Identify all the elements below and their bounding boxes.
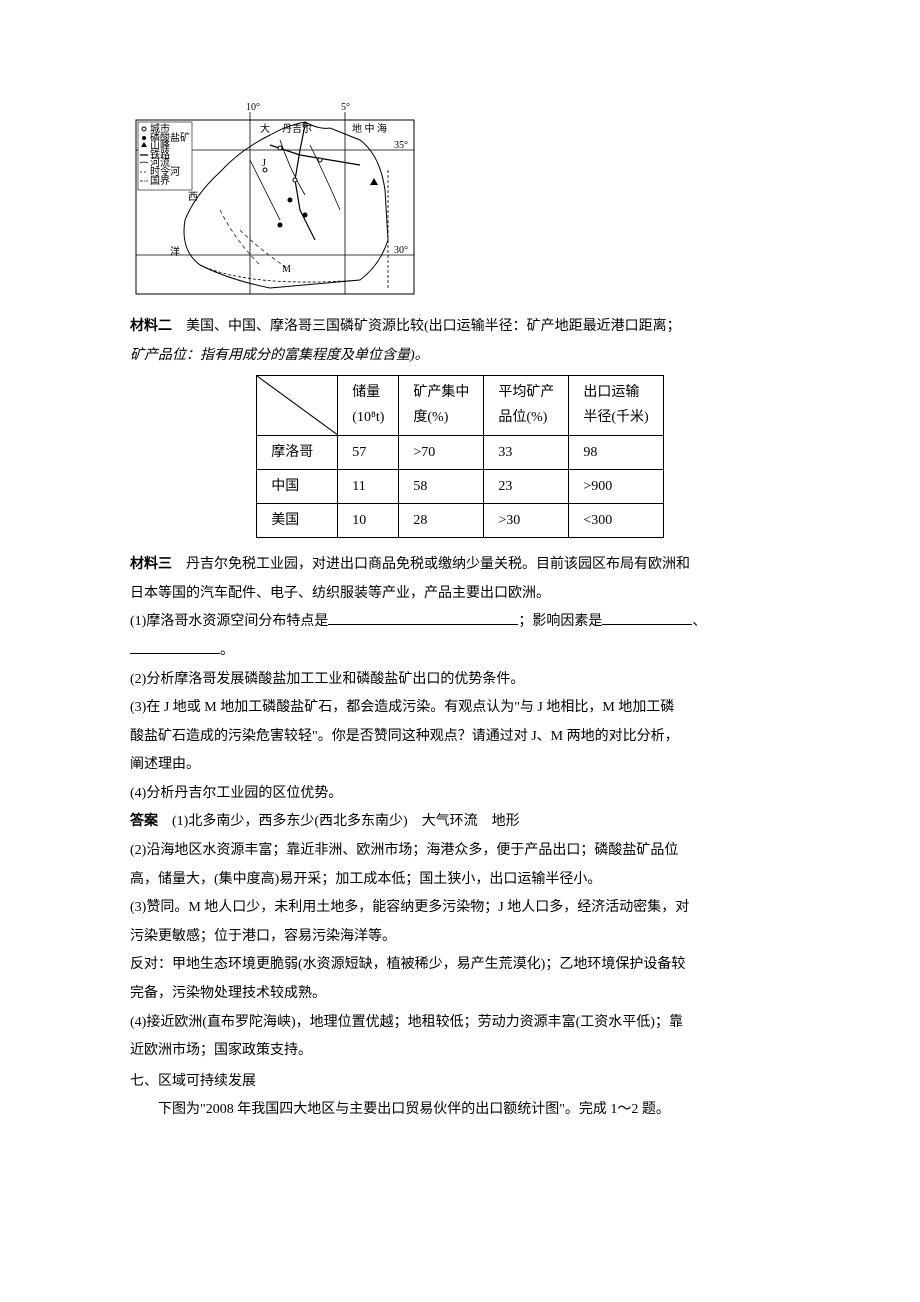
answer-label: 答案 [130,814,158,829]
material2-line1: 材料二 美国、中国、摩洛哥三国磷矿资源比较(出口运输半径：矿产地距最近港口距离； [130,314,790,341]
th-radius: 出口运输半径(千米) [569,376,663,435]
q3-l2: 酸盐矿石造成的污染危害较轻"。你是否赞同这种观点？请通过对 J、M 两地的对比分… [130,724,790,751]
material2-text1: 美国、中国、摩洛哥三国磷矿资源比较(出口运输半径：矿产地距最近港口距离； [186,319,681,334]
phosphate-table: 储量(10⁸t) 矿产集中度(%) 平均矿产品位(%) 出口运输半径(千米) 摩… [256,375,663,538]
table-row: 中国115823>900 [257,469,663,503]
answer-4-l2: 近欧洲市场；国家政策支持。 [130,1038,790,1065]
ocean-mid: 西 [188,192,198,203]
th-grade: 平均矿产品位(%) [484,376,569,435]
section7-intro: 下图为"2008 年我国四大地区与主要出口贸易伙伴的出口额统计图"。完成 1～2… [130,1097,790,1124]
table-row: 美国1028>30<300 [257,503,663,537]
material3-line1: 材料三 丹吉尔免税工业园，对进出口商品免税或缴纳少量关税。目前该园区布局有欧洲和 [130,552,790,579]
morocco-map: 10° 5° 35° 30° J M [130,100,420,300]
th-conc: 矿产集中度(%) [399,376,484,435]
q1-cont: 。 [130,638,790,665]
answer-4-l1: (4)接近欧洲(直布罗陀海峡)，地理位置优越；地租较低；劳动力资源丰富(工资水平… [130,1010,790,1037]
th-reserve: 储量(10⁸t) [338,376,399,435]
lon-10: 10° [246,102,260,113]
material3-text1: 丹吉尔免税工业园，对进出口商品免税或缴纳少量关税。目前该园区布局有欧洲和 [186,557,690,572]
answer-3-l4: 完备，污染物处理技术较成熟。 [130,981,790,1008]
point-m: M [282,264,291,275]
answer-3-l1: (3)赞同。M 地人口少，未利用土地多，能容纳更多污染物；J 地人口多，经济活动… [130,895,790,922]
q1: (1)摩洛哥水资源空间分布特点是；影响因素是、 [130,609,790,636]
table-diag-cell [257,376,338,435]
material2-label: 材料二 [130,319,172,334]
answer-2-l1: (2)沿海地区水资源丰富；靠近非洲、欧洲市场；海港众多，便于产品出口；磷酸盐矿品… [130,838,790,865]
med-label: 地 中 海 [352,122,387,135]
q3-l3: 阐述理由。 [130,752,790,779]
legend-border: 国界 [150,175,170,187]
lon-5: 5° [341,102,350,113]
q4: (4)分析丹吉尔工业园的区位优势。 [130,781,790,808]
q3-l1: (3)在 J 地或 M 地加工磷酸盐矿石，都会造成污染。有观点认为"与 J 地相… [130,695,790,722]
blank-1 [328,610,518,625]
answer-3-l2: 污染更敏感；位于港口，容易污染海洋等。 [130,924,790,951]
material3-line2: 日本等国的汽车配件、电子、纺织服装等产业，产品主要出口欧洲。 [130,581,790,608]
point-j: J [262,158,266,169]
tangier-label: 丹吉尔 [282,122,312,135]
blank-2 [602,610,692,625]
lat-30: 30° [394,245,408,256]
blank-3 [130,639,220,654]
material3-label: 材料三 [130,557,172,572]
lat-35: 35° [394,140,408,151]
table-row: 摩洛哥57>703398 [257,435,663,469]
answer-3-l3: 反对：甲地生态环境更脆弱(水资源短缺，植被稀少，易产生荒漠化)；乙地环境保护设备… [130,952,790,979]
ocean-bot: 洋 [170,245,180,258]
answer-2-l2: 高，储量大，(集中度高)易开采；加工成本低；国土狭小，出口运输半径小。 [130,867,790,894]
answer-1: 答案 (1)北多南少，西多东少(西北多东南少) 大气环流 地形 [130,809,790,836]
material2-line2: 矿产品位：指有用成分的富集程度及单位含量)。 [130,343,790,370]
q2: (2)分析摩洛哥发展磷酸盐加工工业和磷酸盐矿出口的优势条件。 [130,667,790,694]
section7-title: 七、区域可持续发展 [130,1069,790,1096]
ocean-top: 大 [260,122,270,135]
